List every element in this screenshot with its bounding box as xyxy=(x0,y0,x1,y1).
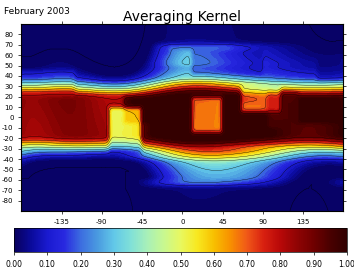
Title: Averaging Kernel: Averaging Kernel xyxy=(123,10,241,24)
Text: February 2003: February 2003 xyxy=(4,7,69,16)
